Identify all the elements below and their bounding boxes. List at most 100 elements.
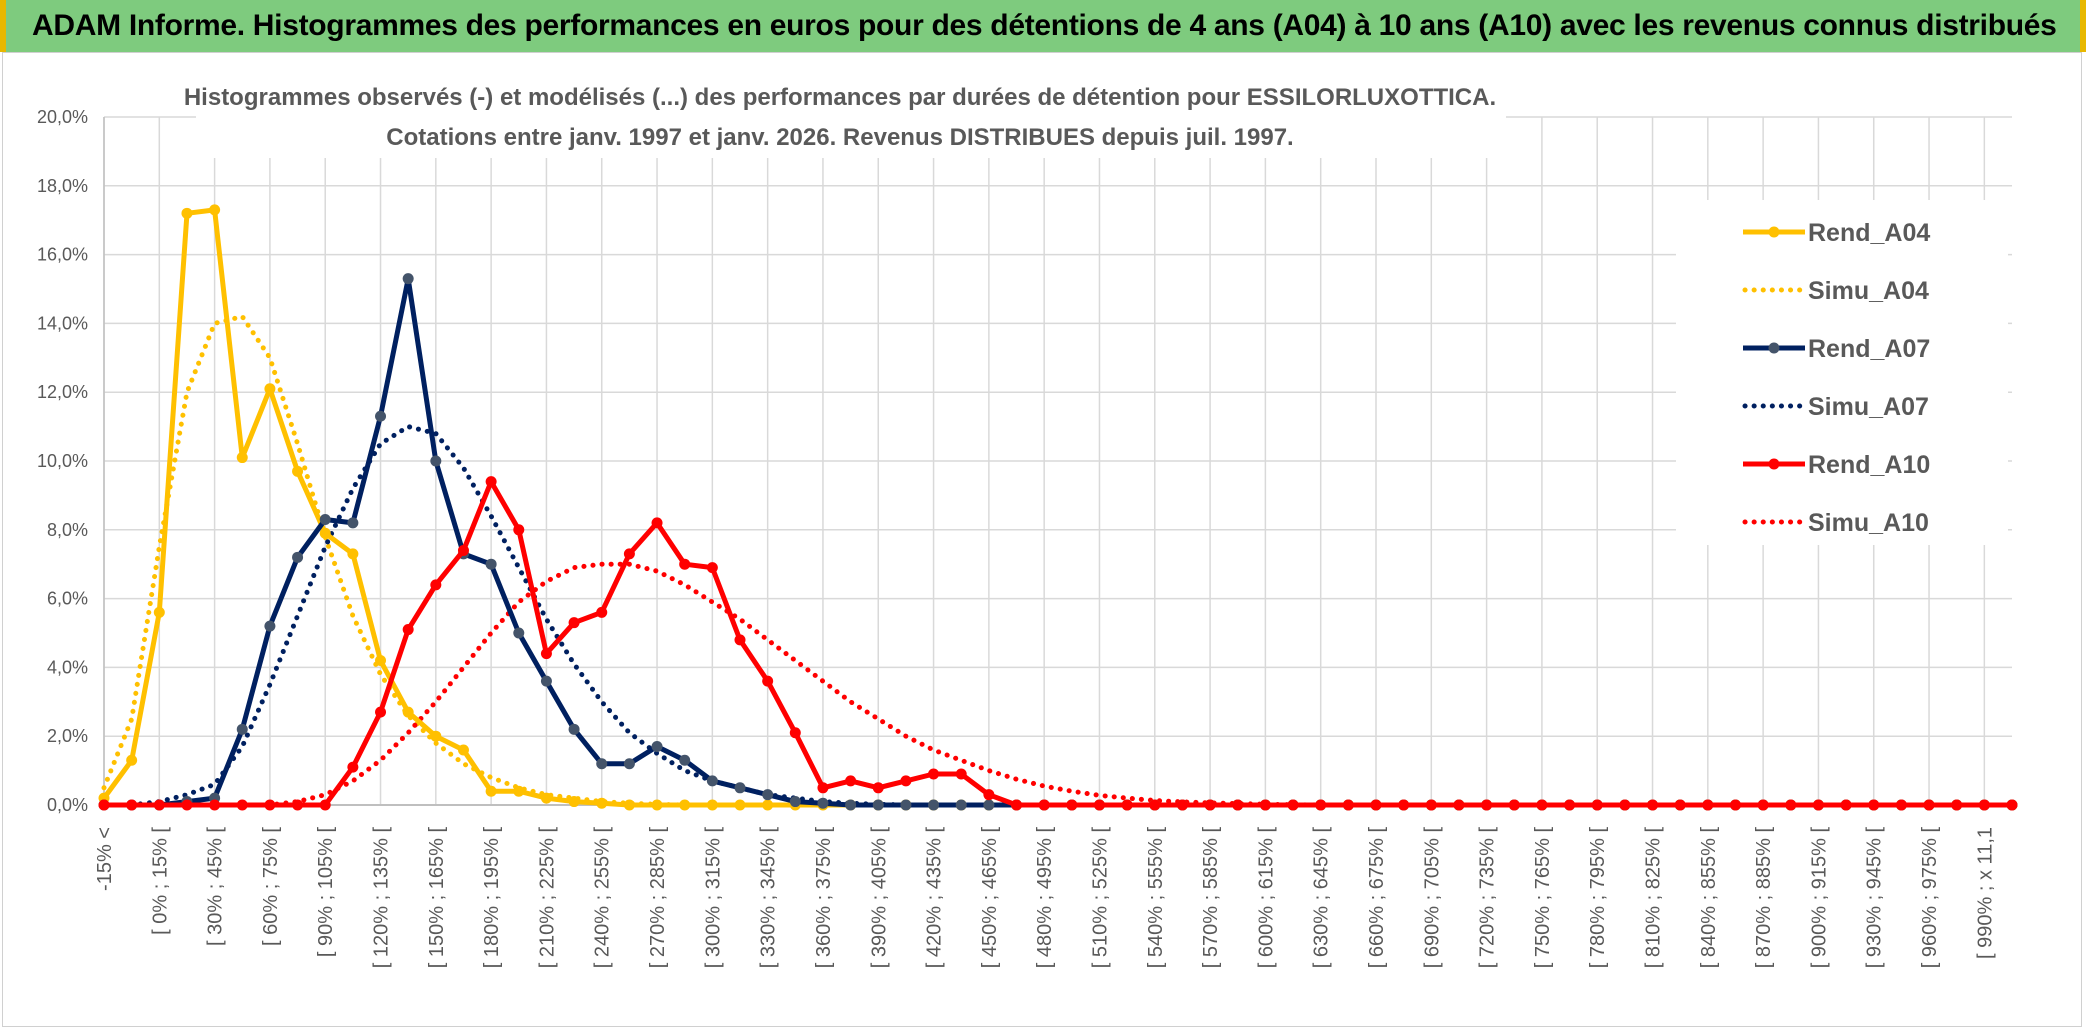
- point-rend-a07: [789, 796, 801, 808]
- point-rend-a10: [98, 799, 110, 811]
- y-tick-label: 4,0%: [47, 657, 88, 677]
- point-rend-a10: [1453, 799, 1465, 811]
- point-rend-a10: [347, 761, 359, 773]
- x-tick-label: [ 840% ; 855% [: [1698, 827, 1720, 969]
- point-rend-a07: [679, 754, 691, 766]
- point-rend-a10: [513, 524, 525, 536]
- chart-title-box: Histogrammes observés (-) et modélisés (…: [184, 74, 1506, 158]
- point-rend-a10: [1508, 799, 1520, 811]
- legend-label-simu-a04: Simu_A04: [1808, 277, 1929, 305]
- chart-title-line1: Histogrammes observés (-) et modélisés (…: [184, 84, 1496, 111]
- point-rend-a10: [1149, 799, 1161, 811]
- point-rend-a04: [430, 730, 442, 742]
- point-rend-a10: [623, 548, 635, 560]
- point-rend-a10: [1978, 799, 1990, 811]
- point-rend-a07: [540, 675, 552, 687]
- point-rend-a07: [623, 758, 635, 770]
- point-rend-a10: [2006, 799, 2018, 811]
- x-tick-label: [ 750% ; 765% [: [1532, 827, 1554, 969]
- point-rend-a07: [900, 799, 912, 811]
- x-tick-label: [ 420% ; 435% [: [924, 827, 946, 969]
- point-rend-a07: [430, 455, 442, 467]
- x-tick-label: [ 570% ; 585% [: [1200, 827, 1222, 969]
- x-tick-label: [ 300% ; 315% [: [702, 827, 724, 969]
- x-tick-label: [ 390% ; 405% [: [868, 827, 890, 969]
- x-tick-label: -15% <: [94, 827, 116, 891]
- x-tick-label: [ 720% ; 735% [: [1477, 827, 1499, 969]
- y-tick-label: 12,0%: [37, 382, 88, 402]
- y-tick-label: 18,0%: [37, 176, 88, 196]
- point-rend-a10: [983, 789, 995, 801]
- point-rend-a07: [319, 513, 331, 525]
- point-rend-a07: [928, 799, 940, 811]
- x-axis-ticks: -15% < [ 0% ; 15% [[ 30% ; 45% [[ 60% ; 7…: [94, 827, 1996, 969]
- point-rend-a07: [706, 775, 718, 787]
- point-rend-a10: [789, 727, 801, 739]
- point-rend-a10: [1315, 799, 1327, 811]
- point-rend-a10: [817, 782, 829, 794]
- point-rend-a07: [872, 799, 884, 811]
- point-rend-a04: [319, 527, 331, 539]
- y-tick-label: 20,0%: [37, 107, 88, 127]
- legend-box: [1676, 200, 2008, 545]
- point-rend-a10: [236, 799, 248, 811]
- x-tick-label: [ 450% ; 465% [: [979, 827, 1001, 969]
- point-rend-a10: [872, 782, 884, 794]
- point-rend-a10: [1729, 799, 1741, 811]
- point-rend-a10: [1812, 799, 1824, 811]
- point-rend-a04: [651, 799, 663, 811]
- point-rend-a10: [181, 799, 193, 811]
- point-rend-a07: [596, 758, 608, 770]
- point-rend-a10: [292, 799, 304, 811]
- x-tick-label: [ 630% ; 645% [: [1311, 827, 1333, 969]
- point-rend-a07: [375, 410, 387, 422]
- point-rend-a10: [1038, 799, 1050, 811]
- point-rend-a10: [1591, 799, 1603, 811]
- point-rend-a10: [319, 799, 331, 811]
- point-rend-a10: [153, 799, 165, 811]
- x-tick-label: [ 120% ; 135% [: [371, 827, 393, 969]
- point-rend-a04: [264, 383, 276, 395]
- point-rend-a10: [1093, 799, 1105, 811]
- x-tick-label: [ 930% ; 945% [: [1864, 827, 1886, 969]
- point-rend-a10: [679, 558, 691, 570]
- point-rend-a04: [181, 207, 193, 219]
- x-tick-label: [ 780% ; 795% [: [1587, 827, 1609, 969]
- point-rend-a10: [1481, 799, 1493, 811]
- point-rend-a04: [679, 799, 691, 811]
- point-rend-a10: [1121, 799, 1133, 811]
- series-line-rend-a10: [104, 479, 2012, 808]
- point-rend-a07: [236, 723, 248, 735]
- point-rend-a10: [1785, 799, 1797, 811]
- point-rend-a04: [347, 548, 359, 560]
- point-rend-a07: [955, 799, 967, 811]
- point-rend-a04: [513, 785, 525, 797]
- legend-marker-rend-a07: [1768, 342, 1780, 354]
- x-tick-label: [ 900% ; 915% [: [1808, 827, 1830, 969]
- legend-label-simu-a10: Simu_A10: [1808, 509, 1929, 537]
- point-rend-a04: [485, 785, 497, 797]
- point-rend-a07: [762, 789, 774, 801]
- y-tick-label: 6,0%: [47, 589, 88, 609]
- point-rend-a10: [1066, 799, 1078, 811]
- point-rend-a10: [540, 648, 552, 660]
- x-tick-label: [ 150% ; 165% [: [426, 827, 448, 969]
- point-rend-a10: [651, 517, 663, 529]
- x-tick-label: [ 180% ; 195% [: [481, 827, 503, 969]
- y-axis-ticks: 0,0% 2,0% 4,0% 6,0% 8,0% 10,0% 12,0% 14,0% 16,0%…: [37, 107, 88, 815]
- point-rend-a10: [1398, 799, 1410, 811]
- x-tick-label: [ 0% ; 15% [: [149, 827, 171, 935]
- legend-marker-rend-a10: [1768, 458, 1780, 470]
- legend-label-simu-a07: Simu_A07: [1808, 393, 1929, 421]
- y-tick-label: 10,0%: [37, 451, 88, 471]
- y-tick-label: 8,0%: [47, 520, 88, 540]
- x-tick-label: [ 210% ; 225% [: [536, 827, 558, 969]
- legend-label-rend-a10: Rend_A10: [1808, 451, 1930, 479]
- point-rend-a04: [706, 799, 718, 811]
- point-rend-a04: [209, 204, 221, 216]
- point-rend-a10: [928, 768, 940, 780]
- point-rend-a10: [1370, 799, 1382, 811]
- point-rend-a10: [1536, 799, 1548, 811]
- point-rend-a10: [1259, 799, 1271, 811]
